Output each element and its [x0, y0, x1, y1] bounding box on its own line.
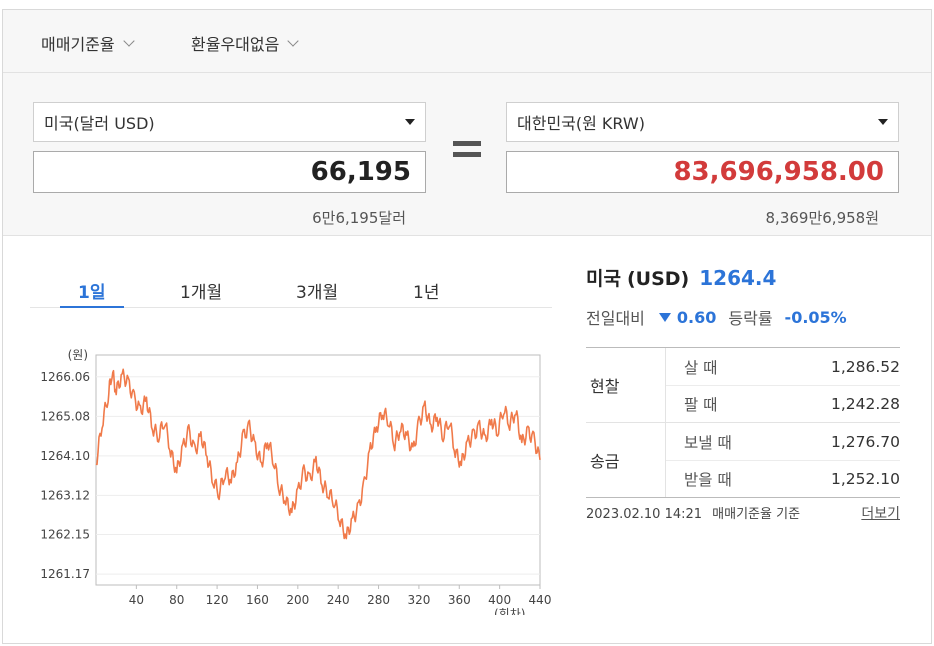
x-tick-label: 280	[367, 593, 390, 607]
y-tick-label: 1266.06	[40, 370, 90, 384]
table-row: 받을 때 1,252.10	[666, 460, 900, 497]
y-tick-label: 1264.10	[40, 449, 90, 463]
y-tick-label: 1262.15	[40, 528, 90, 542]
rate-basis-label: 매매기준율	[41, 31, 115, 55]
converter-panel: 미국(달러 USD) 66,195 6만6,195달러 대한민국(원 KRW) …	[3, 73, 931, 236]
row-label: 받을 때	[684, 468, 732, 490]
chart-svg: 1266.06 1265.08 1264.10 1263.12 1262.15 1261.…	[30, 345, 560, 615]
period-tabs: 1일 1개월 3개월 1년	[30, 268, 552, 308]
to-amount-hint: 8,369만6,958원	[643, 207, 879, 228]
to-currency-label: 대한민국(원 KRW)	[517, 110, 645, 134]
exchange-rate-chart: 1266.06 1265.08 1264.10 1263.12 1262.15 1261.…	[30, 345, 560, 615]
from-amount-input[interactable]: 66,195	[33, 151, 426, 193]
caret-down-icon	[878, 119, 888, 125]
change-line: 전일대비 0.60 등락률 -0.05%	[586, 305, 902, 329]
from-currency-select[interactable]: 미국(달러 USD)	[33, 102, 426, 142]
change-value: 0.60	[677, 308, 716, 327]
country-name: 미국	[586, 264, 621, 291]
row-value: 1,286.52	[831, 358, 900, 376]
pct-value: -0.05%	[785, 308, 847, 327]
preferential-dropdown[interactable]: 환율우대없음	[191, 31, 297, 55]
down-triangle-icon	[659, 313, 671, 322]
equals-icon	[453, 141, 481, 157]
current-rate: 1264.4	[699, 266, 776, 290]
x-axis-label: (회차)	[494, 607, 525, 615]
to-currency-select[interactable]: 대한민국(원 KRW)	[506, 102, 899, 142]
row-label: 팔 때	[684, 393, 717, 415]
cash-group: 현찰 살 때 1,286.52 팔 때 1,242.28	[586, 348, 900, 422]
basis-note: 매매기준율 기준	[712, 507, 800, 522]
tab-1year[interactable]: 1년	[413, 278, 439, 303]
rate-table: 현찰 살 때 1,286.52 팔 때 1,242.28 송금 보낼 때 1,2…	[586, 347, 900, 498]
y-tick-label: 1265.08	[40, 409, 90, 423]
caret-down-icon	[405, 119, 415, 125]
footer: 2023.02.10 14:21 매매기준율 기준 더보기	[586, 503, 900, 523]
cash-label: 현찰	[586, 348, 666, 422]
to-amount-input[interactable]: 83,696,958.00	[506, 151, 899, 193]
table-row: 보낼 때 1,276.70	[666, 423, 900, 460]
from-currency-label: 미국(달러 USD)	[44, 110, 155, 134]
x-tick-label: 320	[407, 593, 430, 607]
x-tick-label: 240	[327, 593, 350, 607]
pct-label: 등락률	[728, 305, 772, 329]
row-label: 살 때	[684, 356, 717, 378]
remit-group: 송금 보낼 때 1,276.70 받을 때 1,252.10	[586, 422, 900, 497]
rate-basis-dropdown[interactable]: 매매기준율	[41, 31, 133, 55]
preferential-label: 환율우대없음	[191, 31, 279, 55]
x-tick-label: 200	[286, 593, 309, 607]
table-row: 팔 때 1,242.28	[666, 385, 900, 422]
tab-3month[interactable]: 3개월	[296, 278, 338, 303]
y-tick-label: 1263.12	[40, 488, 90, 502]
table-row: 살 때 1,286.52	[666, 348, 900, 385]
row-value: 1,252.10	[831, 470, 900, 488]
row-value: 1,242.28	[831, 395, 900, 413]
currency-code: (USD)	[627, 268, 689, 290]
chevron-down-icon	[123, 35, 134, 46]
x-tick-label: 120	[206, 593, 229, 607]
x-tick-label: 440	[529, 593, 552, 607]
row-value: 1,276.70	[831, 433, 900, 451]
x-tick-label: 360	[448, 593, 471, 607]
tab-1day[interactable]: 1일	[78, 278, 105, 303]
chevron-down-icon	[288, 35, 299, 46]
timestamp: 2023.02.10 14:21	[586, 507, 702, 522]
x-tick-label: 80	[169, 593, 184, 607]
y-axis-label: (원)	[68, 348, 88, 362]
x-tick-label: 40	[129, 593, 144, 607]
rate-summary: 미국 (USD) 1264.4 전일대비 0.60 등락률 -0.05%	[586, 264, 902, 329]
from-amount-hint: 6만6,195달러	[203, 207, 406, 228]
prev-day-label: 전일대비	[586, 305, 645, 329]
country-line: 미국 (USD) 1264.4	[586, 264, 902, 291]
tab-1month[interactable]: 1개월	[180, 278, 222, 303]
y-tick-label: 1261.17	[40, 567, 90, 581]
x-tick-label: 400	[488, 593, 511, 607]
active-tab-indicator	[60, 306, 124, 308]
remit-label: 송금	[586, 423, 666, 497]
x-tick-label: 160	[246, 593, 269, 607]
more-link[interactable]: 더보기	[861, 503, 900, 523]
topbar: 매매기준율 환율우대없음	[3, 10, 931, 73]
row-label: 보낼 때	[684, 431, 732, 453]
